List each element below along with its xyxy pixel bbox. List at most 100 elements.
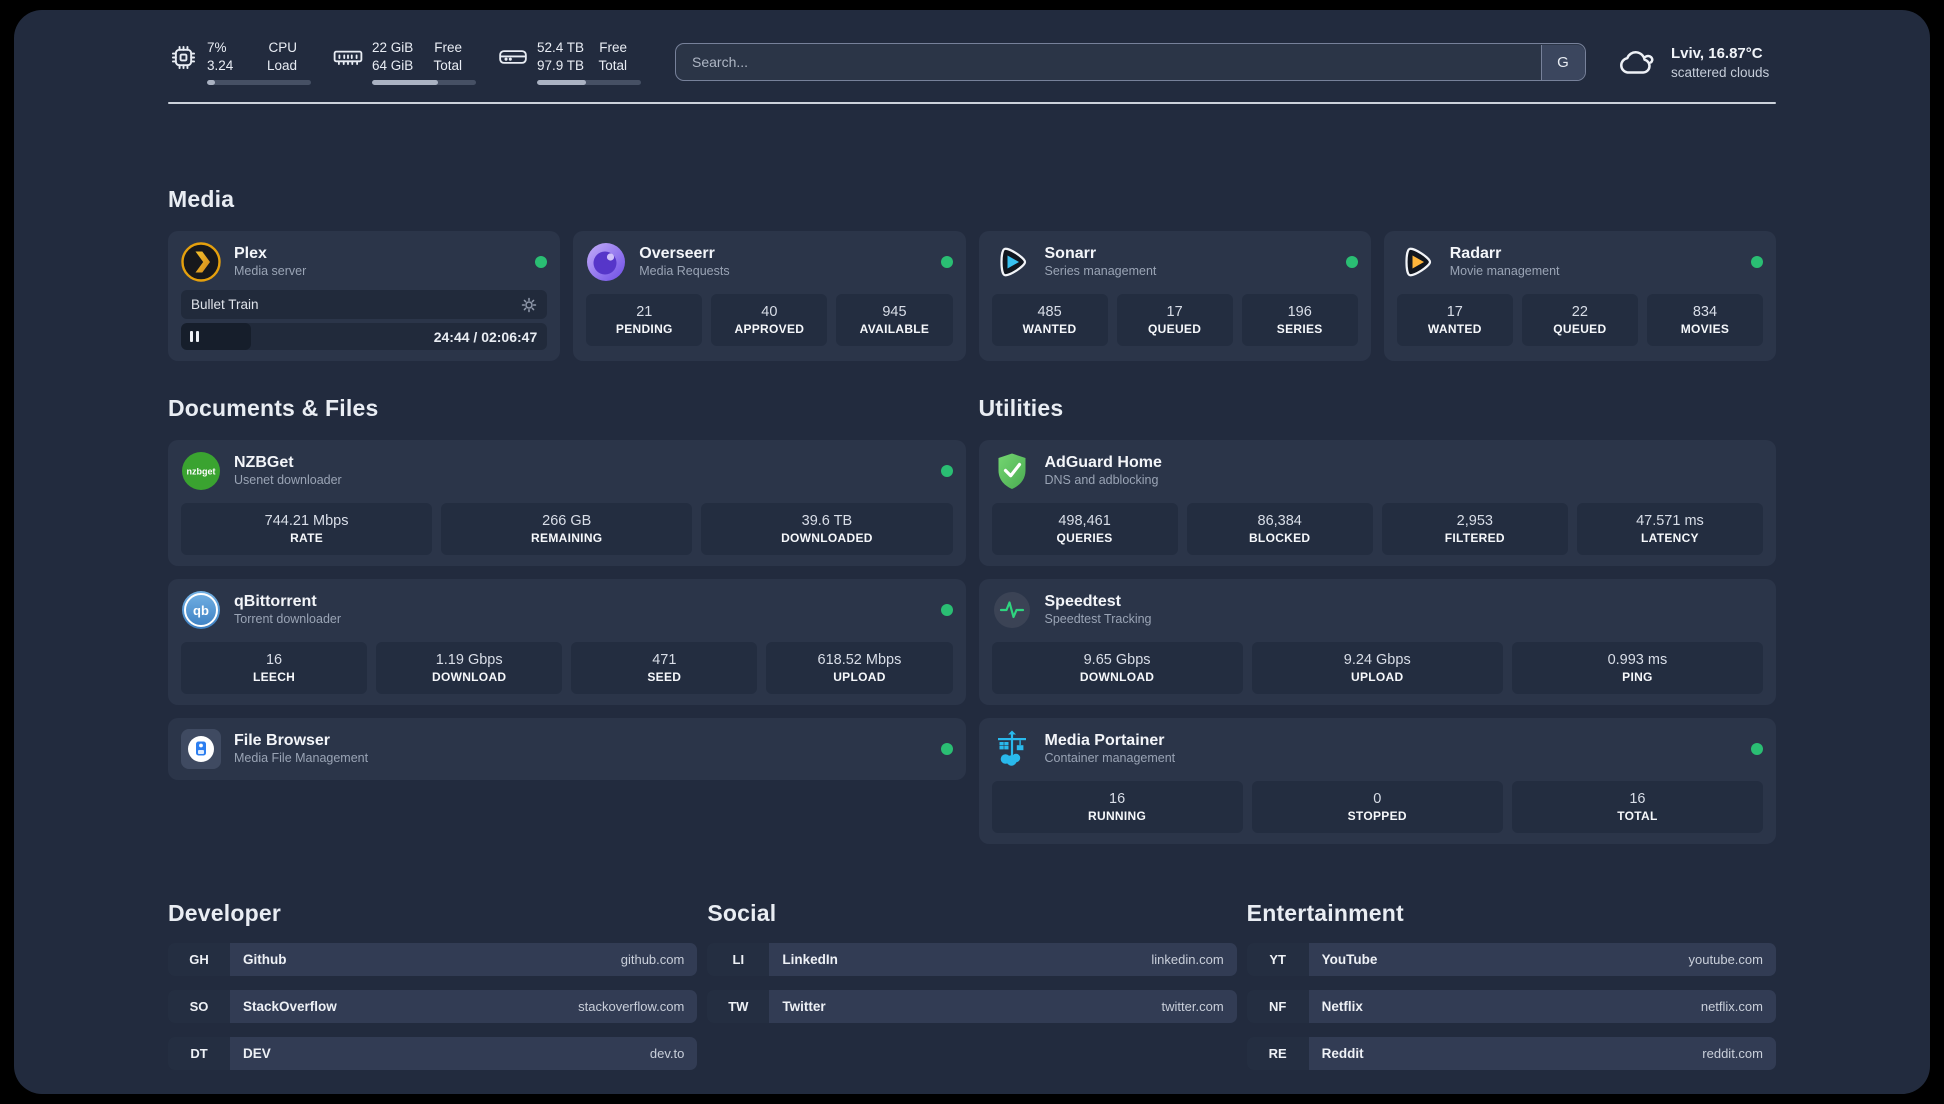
bookmark-youtube[interactable]: YT YouTube youtube.com	[1246, 943, 1776, 976]
bookmark-tag: NF	[1246, 990, 1309, 1023]
bookmark-twitter[interactable]: TW Twitter twitter.com	[707, 990, 1237, 1023]
app-card-overseerr[interactable]: Overseerr Media Requests 21 PENDING 40 A…	[573, 231, 966, 361]
stat-label: QUEUED	[1553, 322, 1607, 336]
stat-label: WANTED	[1022, 322, 1077, 336]
bookmark-github[interactable]: GH Github github.com	[168, 943, 698, 976]
stat-label: WANTED	[1427, 322, 1482, 336]
app-name: File Browser	[234, 732, 331, 750]
app-card-plex[interactable]: Plex Media server Bullet Train	[168, 231, 561, 361]
section-title-entertainment: Entertainment	[1246, 900, 1404, 926]
stat-tile: 834 MOVIES	[1646, 294, 1763, 346]
stat-label: QUERIES	[1056, 531, 1113, 545]
app-card-qbittorrent[interactable]: qb qBittorrent Torrent downloader	[168, 579, 966, 705]
section-media: Media Plex Medi	[168, 186, 1776, 361]
app-card-radarr[interactable]: Radarr Movie management 17 WANTED 22 QUE…	[1383, 231, 1776, 361]
app-card-portainer[interactable]: Media Portainer Container management 16 …	[978, 718, 1776, 844]
bookmark-url: dev.to	[649, 1046, 685, 1061]
cpu-icon	[168, 44, 198, 71]
app-name: Sonarr	[1044, 245, 1097, 263]
app-name: Plex	[234, 245, 267, 263]
memory-total-label: Total	[433, 58, 462, 73]
bookmark-stackoverflow[interactable]: SO StackOverflow stackoverflow.com	[168, 990, 698, 1023]
stat-value: 1.19 Gbps	[435, 652, 503, 668]
app-subtitle: Usenet downloader	[234, 473, 342, 488]
bookmark-url: reddit.com	[1702, 1046, 1763, 1061]
search-input[interactable]	[675, 43, 1586, 81]
stat-value: 0	[1373, 791, 1382, 807]
bookmark-tag: DT	[168, 1037, 230, 1070]
stat-value: 16	[1109, 791, 1126, 807]
now-playing-title: Bullet Train	[191, 297, 259, 312]
stat-label: DOWNLOAD	[1079, 670, 1155, 684]
stat-label: RATE	[290, 531, 324, 545]
search-engine-button[interactable]: G	[1540, 44, 1585, 80]
bookmark-reddit[interactable]: RE Reddit reddit.com	[1246, 1037, 1776, 1070]
stat-tile: 17 WANTED	[1396, 294, 1513, 346]
bookmark-name: StackOverflow	[243, 999, 337, 1014]
app-card-sonarr[interactable]: Sonarr Series management 485 WANTED 17 Q…	[978, 231, 1371, 361]
app-card-speedtest[interactable]: Speedtest Speedtest Tracking 9.65 Gbps D…	[978, 579, 1776, 705]
weather-location-temp: Lviv, 16.87°C	[1671, 45, 1763, 63]
stat-tile: 266 GB REMAINING	[441, 503, 693, 555]
bookmark-tag: YT	[1246, 943, 1309, 976]
bookmark-url: youtube.com	[1688, 952, 1763, 967]
bookmark-tag: TW	[707, 990, 770, 1023]
app-card-nzbget[interactable]: nzbget NZBGet Usenet downloader 74	[168, 440, 966, 566]
app-card-adguard[interactable]: AdGuard Home DNS and adblocking 498,461 …	[978, 440, 1776, 566]
bookmark-netflix[interactable]: NF Netflix netflix.com	[1246, 990, 1776, 1023]
app-name: Speedtest	[1044, 593, 1121, 611]
stat-tile: 16 RUNNING	[991, 781, 1243, 833]
now-playing-widget: Bullet Train 24:44 / 02:06:4	[181, 290, 548, 350]
disk-total-value: 97.9 TB	[537, 58, 585, 73]
stat-label: LATENCY	[1640, 531, 1699, 545]
stat-label: MOVIES	[1680, 322, 1730, 336]
stat-tile: 744.21 Mbps RATE	[181, 503, 433, 555]
stat-tile: 16 LEECH	[181, 642, 368, 694]
stat-label: PING	[1622, 670, 1653, 684]
stat-tile: 9.24 Gbps UPLOAD	[1251, 642, 1503, 694]
cpu-usage-value: 7%	[207, 40, 227, 56]
stat-label: RUNNING	[1088, 809, 1147, 823]
plex-icon	[181, 242, 221, 282]
app-subtitle: Movie management	[1449, 264, 1560, 279]
section-entertainment: Entertainment YT YouTube youtube.com NF …	[1246, 900, 1776, 1070]
stat-value: 17	[1166, 304, 1183, 320]
section-social: Social LI LinkedIn linkedin.com TW Twitt…	[707, 900, 1237, 1070]
memory-free-value: 22 GiB	[372, 40, 414, 56]
cpu-widget: 7% 3.24 CPU Load	[168, 39, 311, 85]
pause-icon[interactable]	[190, 331, 199, 342]
app-card-filebrowser[interactable]: File Browser Media File Management	[168, 718, 966, 780]
bookmark-linkedin[interactable]: LI LinkedIn linkedin.com	[707, 943, 1237, 976]
stat-tile: 17 QUEUED	[1116, 294, 1233, 346]
bookmark-url: github.com	[620, 952, 685, 967]
stat-tile: 16 TOTAL	[1511, 781, 1763, 833]
stat-value: 618.52 Mbps	[817, 652, 902, 668]
bookmark-dev[interactable]: DT DEV dev.to	[168, 1037, 698, 1070]
stat-value: 0.993 ms	[1607, 652, 1668, 668]
svg-text:qb: qb	[193, 603, 209, 618]
stat-label: REMAINING	[531, 531, 603, 545]
stat-label: AVAILABLE	[859, 322, 930, 336]
bookmark-url: netflix.com	[1700, 999, 1763, 1014]
cpu-progress-bar	[207, 79, 311, 85]
radarr-icon	[1397, 242, 1437, 282]
nzbget-icon: nzbget	[181, 451, 221, 491]
bookmark-tag: GH	[168, 943, 230, 976]
stat-label: LEECH	[252, 670, 296, 684]
ram-icon	[333, 45, 363, 69]
stat-value: 471	[652, 652, 677, 668]
section-developer: Developer GH Github github.com SO StackO…	[168, 900, 698, 1070]
online-status-dot	[535, 256, 548, 268]
bookmark-url: linkedin.com	[1151, 952, 1224, 967]
disk-total-label: Total	[598, 58, 627, 73]
app-subtitle: Media File Management	[234, 751, 369, 766]
disk-free-value: 52.4 TB	[537, 40, 585, 56]
gear-icon[interactable]	[521, 297, 537, 313]
portainer-icon	[992, 729, 1032, 769]
stat-tile: 471 SEED	[571, 642, 758, 694]
stat-label: DOWNLOADED	[781, 531, 873, 545]
playback-time: 24:44 / 02:06:47	[433, 328, 538, 345]
disk-widget: 52.4 TB 97.9 TB Free Total	[498, 39, 641, 85]
app-subtitle: Container management	[1044, 751, 1176, 766]
stat-value: 47.571 ms	[1636, 513, 1704, 529]
